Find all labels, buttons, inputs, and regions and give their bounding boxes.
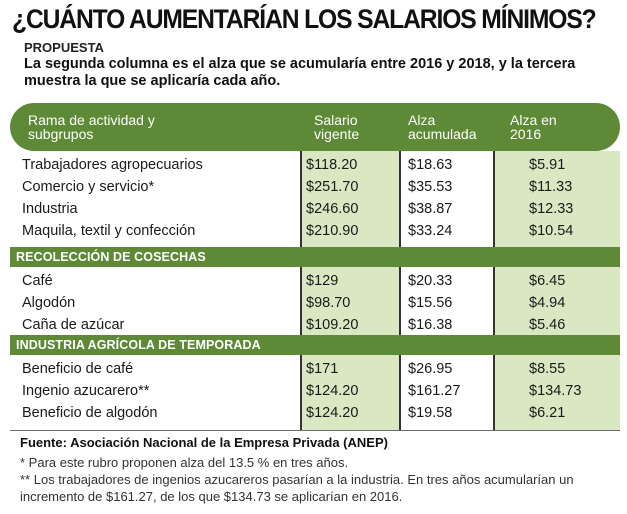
cell-2016: $6.45 <box>529 273 566 289</box>
cell-salario: $171 <box>306 361 339 377</box>
footnote-1: * Para este rubro proponen alza del 13.5… <box>20 455 349 470</box>
cell-2016: $4.94 <box>529 295 566 311</box>
cell-acumulada: $19.58 <box>408 405 453 421</box>
cell-acumulada: $16.38 <box>408 317 453 333</box>
header-rama: Rama de actividad y subgrupos <box>28 112 155 142</box>
cell-rama: Trabajadores agropecuarios <box>22 157 203 173</box>
cell-salario: $98.70 <box>306 295 351 311</box>
group-label: INDUSTRIA AGRÍCOLA DE TEMPORADA <box>16 338 261 352</box>
cell-rama: Beneficio de algodón <box>22 405 158 421</box>
cell-rama: Café <box>22 273 53 289</box>
source-line: Fuente: Asociación Nacional de la Empres… <box>20 435 388 450</box>
cell-acumulada: $26.95 <box>408 361 453 377</box>
shaded-column-salario <box>301 151 400 431</box>
cell-2016: $10.54 <box>529 223 574 239</box>
column-divider <box>493 151 495 431</box>
cell-2016: $5.46 <box>529 317 566 333</box>
cell-rama: Caña de azúcar <box>22 317 125 333</box>
cell-rama: Algodón <box>22 295 76 311</box>
header-2016: Alza en 2016 <box>510 112 557 142</box>
footnote-2: ** Los trabajadores de ingenios azucarer… <box>20 472 574 504</box>
cell-acumulada: $18.63 <box>408 157 453 173</box>
cell-2016: $6.21 <box>529 405 566 421</box>
cell-rama: Industria <box>22 201 78 217</box>
header-acumulada: Alza acumulada <box>408 112 477 142</box>
intro-text: La segunda columna es el alza que se acu… <box>24 56 576 89</box>
page-title: ¿CUÁNTO AUMENTARÍAN LOS SALARIOS MÍNIMOS… <box>12 4 597 34</box>
cell-acumulada: $15.56 <box>408 295 453 311</box>
cell-salario: $124.20 <box>306 383 359 399</box>
kicker: PROPUESTA <box>24 40 104 55</box>
cell-acumulada: $20.33 <box>408 273 453 289</box>
cell-acumulada: $35.53 <box>408 179 453 195</box>
cell-acumulada: $161.27 <box>408 383 461 399</box>
salary-table: Rama de actividad y subgrupos Salario vi… <box>10 103 620 431</box>
cell-rama: Ingenio azucarero** <box>22 383 150 399</box>
cell-rama: Comercio y servicio* <box>22 179 155 195</box>
cell-2016: $12.33 <box>529 201 574 217</box>
column-divider <box>399 151 401 431</box>
cell-salario: $129 <box>306 273 339 289</box>
table-bottom-rule <box>10 430 620 431</box>
table-header: Rama de actividad y subgrupos Salario vi… <box>10 103 620 151</box>
header-salario: Salario vigente <box>314 112 360 142</box>
cell-2016: $134.73 <box>529 383 582 399</box>
cell-salario: $210.90 <box>306 223 359 239</box>
cell-salario: $251.70 <box>306 179 359 195</box>
cell-salario: $124.20 <box>306 405 359 421</box>
group-band-industria-agricola: INDUSTRIA AGRÍCOLA DE TEMPORADA <box>10 335 620 355</box>
cell-rama: Beneficio de café <box>22 361 134 377</box>
column-divider <box>300 151 302 431</box>
cell-2016: $11.33 <box>529 179 573 195</box>
cell-acumulada: $38.87 <box>408 201 453 217</box>
cell-acumulada: $33.24 <box>408 223 453 239</box>
shaded-column-2016 <box>494 151 620 431</box>
cell-2016: $8.55 <box>529 361 566 377</box>
group-band-recoleccion: RECOLECCIÓN DE COSECHAS <box>10 247 620 267</box>
group-label: RECOLECCIÓN DE COSECHAS <box>16 250 206 264</box>
cell-salario: $246.60 <box>306 201 359 217</box>
cell-salario: $118.20 <box>306 157 358 173</box>
cell-salario: $109.20 <box>306 317 359 333</box>
cell-2016: $5.91 <box>529 157 566 173</box>
cell-rama: Maquila, textil y confección <box>22 223 196 239</box>
